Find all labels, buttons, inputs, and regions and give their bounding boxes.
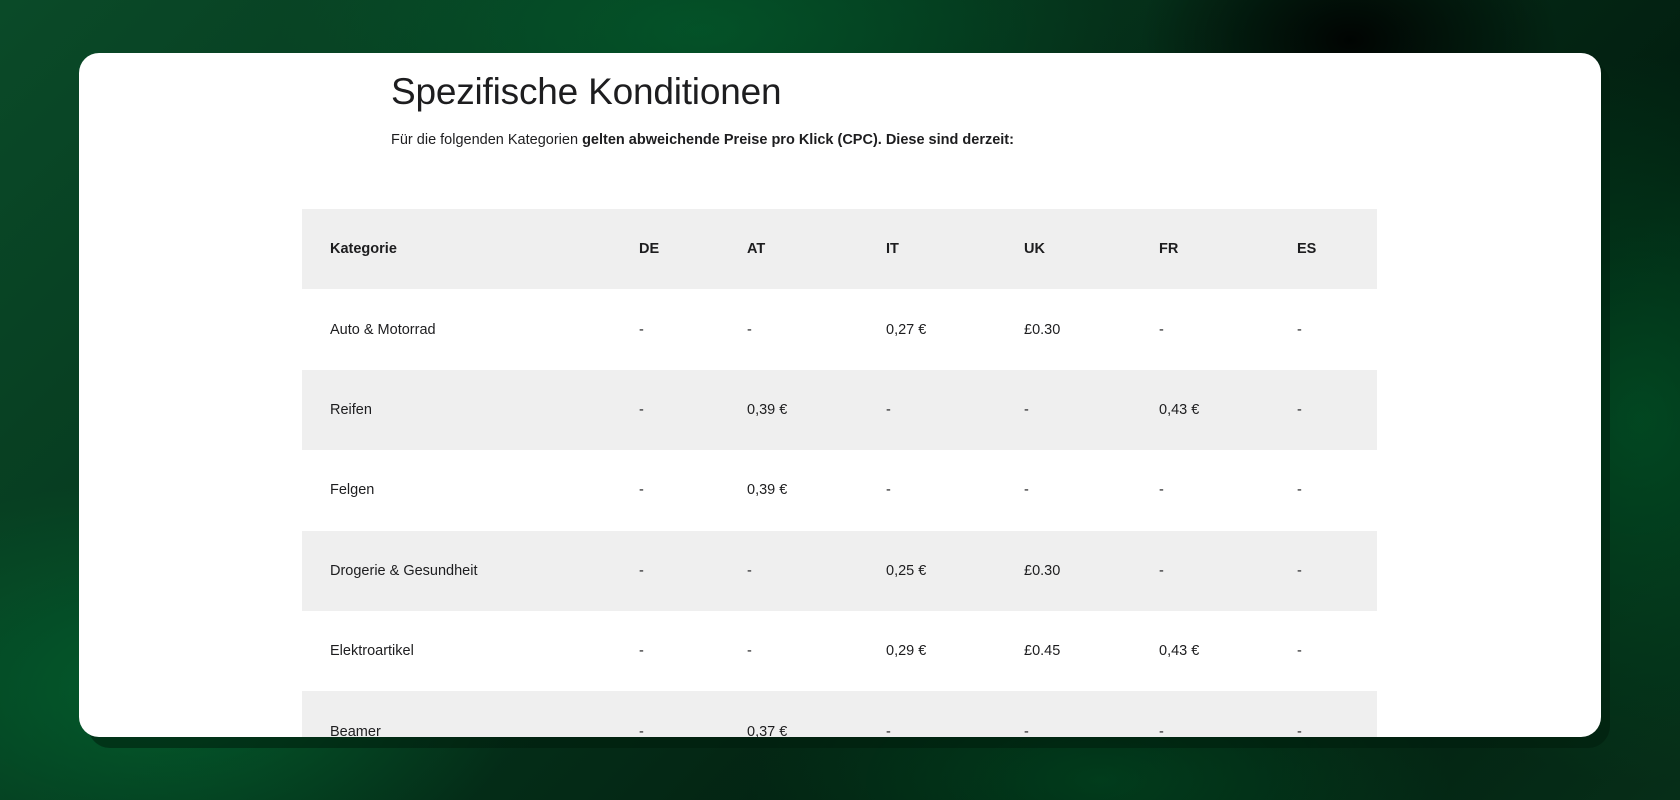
table-cell-category: Elektroartikel — [330, 643, 414, 660]
table-row: Felgen - 0,39 € - - - - — [302, 450, 1377, 530]
table-cell-de: - — [639, 482, 644, 499]
table-cell-it: 0,25 € — [886, 562, 927, 579]
table-cell-de: - — [639, 643, 644, 660]
table-cell-uk: - — [1024, 482, 1029, 499]
table-cell-es: - — [1297, 401, 1302, 418]
table-cell-es: - — [1297, 723, 1302, 737]
table-cell-es: - — [1297, 321, 1302, 338]
intro-text: Für die folgenden Kategorien gelten abwe… — [391, 132, 1014, 148]
table-cell-de: - — [639, 723, 644, 737]
table-cell-es: - — [1297, 643, 1302, 660]
table-cell-at: - — [747, 562, 752, 579]
table-row: Beamer - 0,37 € - - - - — [302, 691, 1377, 737]
table-row: Reifen - 0,39 € - - 0,43 € - — [302, 369, 1377, 451]
column-header-it: IT — [886, 241, 899, 258]
table-cell-category: Felgen — [330, 482, 375, 499]
table-cell-de: - — [639, 401, 644, 418]
table-cell-category: Beamer — [330, 723, 381, 737]
cpc-table: Kategorie DE AT IT UK FR ES Auto & Motor… — [302, 209, 1377, 737]
table-cell-fr: - — [1159, 562, 1164, 579]
table-cell-it: - — [886, 482, 891, 499]
column-header-uk: UK — [1024, 241, 1045, 258]
table-row: Elektroartikel - - 0,29 € £0.45 0,43 € - — [302, 611, 1377, 691]
column-header-fr: FR — [1159, 241, 1179, 258]
table-cell-it: - — [886, 401, 891, 418]
table-cell-de: - — [639, 562, 644, 579]
table-cell-uk: - — [1024, 401, 1029, 418]
table-cell-es: - — [1297, 562, 1302, 579]
table-cell-category: Drogerie & Gesundheit — [330, 562, 478, 579]
table-cell-at: 0,37 € — [747, 723, 788, 737]
table-cell-fr: - — [1159, 482, 1164, 499]
table-header-row: Kategorie DE AT IT UK FR ES — [302, 209, 1377, 290]
table-cell-fr: 0,43 € — [1159, 643, 1200, 660]
table-cell-it: - — [886, 723, 891, 737]
table-cell-uk: £0.30 — [1024, 321, 1061, 338]
table-cell-it: 0,29 € — [886, 643, 927, 660]
table-cell-uk: £0.30 — [1024, 562, 1061, 579]
table-cell-uk: - — [1024, 723, 1029, 737]
intro-bold-text: gelten abweichende Preise pro Klick (CPC… — [582, 132, 1014, 148]
table-cell-fr: - — [1159, 321, 1164, 338]
column-header-kategorie: Kategorie — [330, 241, 397, 258]
table-cell-at: 0,39 € — [747, 482, 788, 499]
table-cell-at: - — [747, 643, 752, 660]
table-cell-es: - — [1297, 482, 1302, 499]
table-row: Drogerie & Gesundheit - - 0,25 € £0.30 -… — [302, 530, 1377, 611]
table-cell-category: Reifen — [330, 401, 372, 418]
table-cell-uk: £0.45 — [1024, 643, 1061, 660]
table-cell-at: - — [747, 321, 752, 338]
table-row: Auto & Motorrad - - 0,27 € £0.30 - - — [302, 289, 1377, 369]
table-cell-fr: 0,43 € — [1159, 401, 1200, 418]
column-header-at: AT — [747, 241, 766, 258]
intro-regular-text: Für die folgenden Kategorien — [391, 132, 583, 148]
table-cell-at: 0,39 € — [747, 401, 788, 418]
page-title: Spezifische Konditionen — [391, 71, 782, 112]
table-cell-it: 0,27 € — [886, 321, 927, 338]
table-cell-de: - — [639, 321, 644, 338]
column-header-es: ES — [1297, 241, 1317, 258]
content-card: Spezifische Konditionen Für die folgende… — [79, 53, 1601, 737]
table-cell-fr: - — [1159, 723, 1164, 737]
table-cell-category: Auto & Motorrad — [330, 321, 436, 338]
column-header-de: DE — [639, 241, 660, 258]
